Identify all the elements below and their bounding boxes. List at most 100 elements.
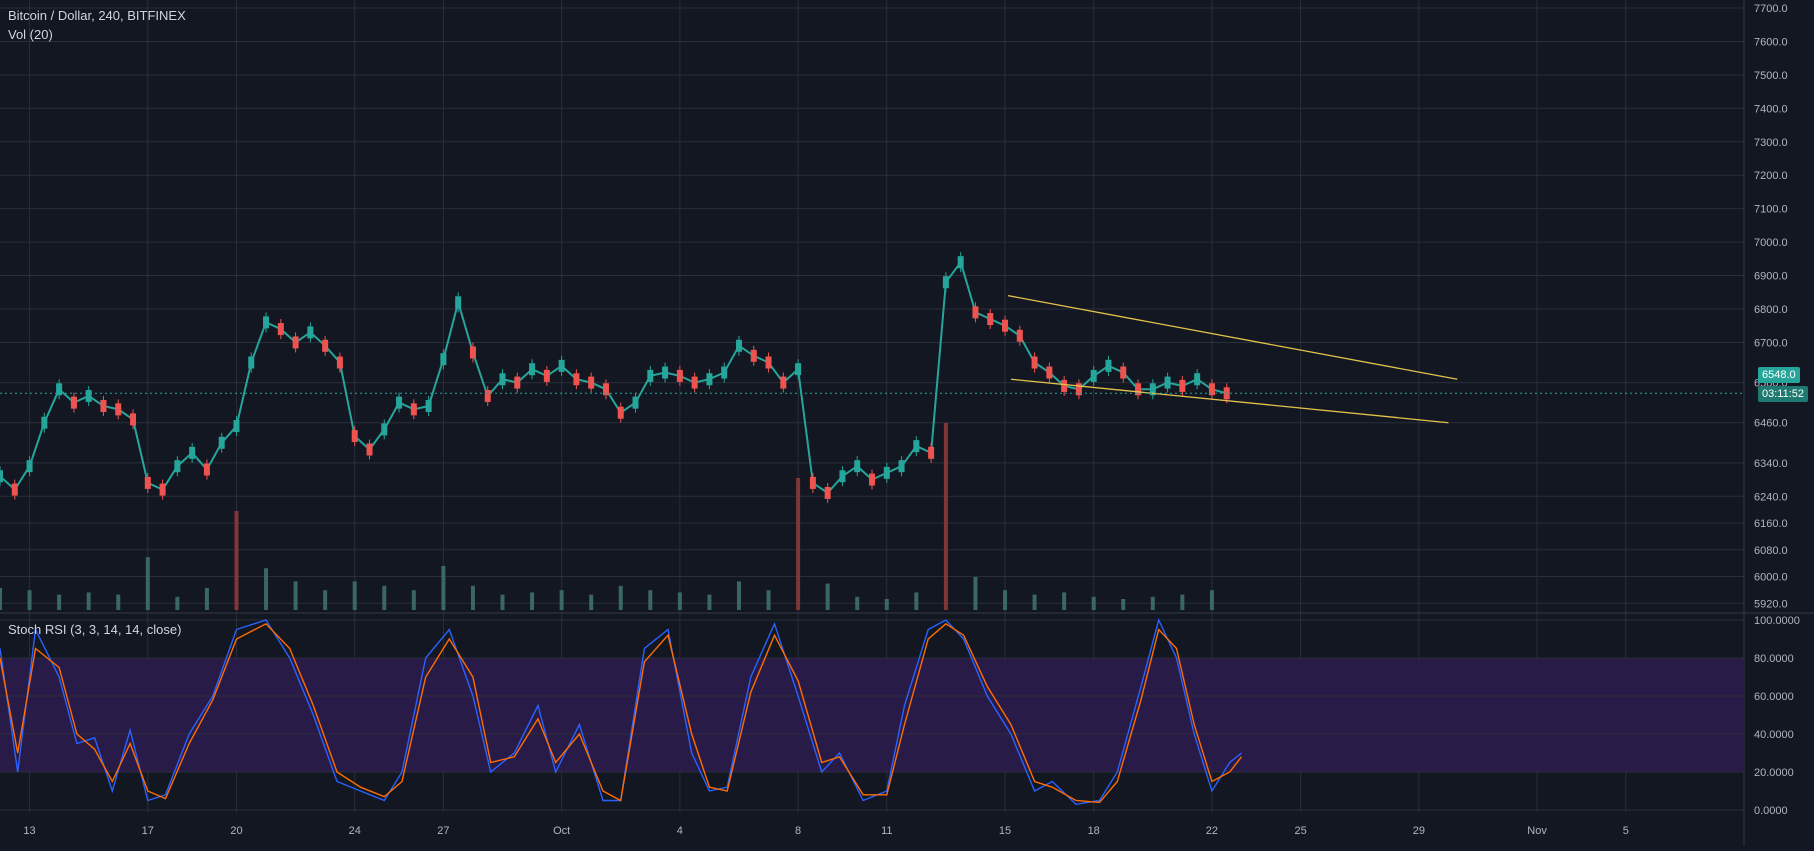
stoch-tick-label: 80.0000 bbox=[1754, 653, 1794, 665]
volume-bar bbox=[1150, 596, 1155, 610]
price-tick-label: 5920.0 bbox=[1754, 598, 1788, 610]
date-tick-label: Nov bbox=[1527, 825, 1547, 837]
trendline-lower bbox=[1010, 378, 1449, 424]
candle-body bbox=[1149, 383, 1156, 396]
candle-body bbox=[1120, 366, 1127, 379]
volume-bar bbox=[677, 592, 682, 610]
candle-body bbox=[351, 430, 358, 443]
countdown-badge: 03:11:52 bbox=[1758, 386, 1809, 402]
volume-bar bbox=[736, 581, 741, 610]
candle-body bbox=[632, 396, 639, 409]
volume-bar bbox=[204, 588, 209, 610]
candle-body bbox=[1135, 383, 1142, 396]
price-tick-label: 6700.0 bbox=[1754, 337, 1788, 349]
volume-bar bbox=[559, 590, 564, 610]
volume-bar bbox=[589, 594, 594, 610]
candle-body bbox=[189, 446, 196, 459]
volume-bar bbox=[116, 594, 121, 610]
price-tick-label: 7000.0 bbox=[1754, 237, 1788, 249]
price-tick-label: 7600.0 bbox=[1754, 36, 1788, 48]
candle-body bbox=[750, 349, 757, 362]
candle-body bbox=[1179, 379, 1186, 392]
price-tick-label: 7400.0 bbox=[1754, 103, 1788, 115]
stoch-rsi-title: Stoch RSI (3, 3, 14, 14, close) bbox=[8, 622, 182, 637]
volume-bar bbox=[145, 557, 150, 610]
candle-body bbox=[484, 389, 491, 402]
price-tick-label: 6800.0 bbox=[1754, 304, 1788, 316]
candle-body bbox=[529, 363, 536, 376]
volume-bar bbox=[264, 568, 269, 610]
volume-bar bbox=[293, 581, 298, 610]
candle-body bbox=[218, 436, 225, 449]
candle-body bbox=[662, 366, 669, 379]
candle-body bbox=[854, 460, 861, 473]
candle-body bbox=[499, 373, 506, 386]
candle-body bbox=[41, 416, 48, 429]
candle-body bbox=[588, 376, 595, 389]
candle-body bbox=[898, 460, 905, 473]
date-tick-label: 17 bbox=[142, 825, 154, 837]
candle-body bbox=[928, 446, 935, 459]
candle-body bbox=[11, 483, 18, 496]
candle-body bbox=[410, 403, 417, 416]
candle-body bbox=[765, 356, 772, 369]
candle-body bbox=[292, 336, 299, 349]
volume-bar bbox=[1180, 594, 1185, 610]
candle-body bbox=[248, 356, 255, 369]
price-tick-label: 6000.0 bbox=[1754, 572, 1788, 584]
date-tick-label: 27 bbox=[437, 825, 449, 837]
chart-title: Bitcoin / Dollar, 240, BITFINEX bbox=[8, 8, 186, 23]
candle-body bbox=[1075, 383, 1082, 396]
volume-bar bbox=[500, 594, 505, 610]
stoch-series-k bbox=[0, 617, 1242, 806]
date-tick-label: Oct bbox=[553, 825, 570, 837]
price-tick-label: 6080.0 bbox=[1754, 545, 1788, 557]
volume-bar bbox=[825, 583, 830, 610]
candle-body bbox=[366, 443, 373, 456]
volume-bar bbox=[1003, 590, 1008, 610]
volume-bar bbox=[1091, 596, 1096, 610]
stoch-tick-label: 20.0000 bbox=[1754, 767, 1794, 779]
last-price-badge: 6548.0 bbox=[1758, 367, 1800, 383]
stoch-tick-label: 40.0000 bbox=[1754, 729, 1794, 741]
date-tick-label: 24 bbox=[349, 825, 361, 837]
date-tick-label: 18 bbox=[1088, 825, 1100, 837]
candle-body bbox=[1105, 359, 1112, 372]
candle-body bbox=[455, 296, 462, 309]
candle-body bbox=[115, 403, 122, 416]
candle-body bbox=[809, 476, 816, 489]
volume-bar bbox=[411, 590, 416, 610]
candle-body bbox=[942, 276, 949, 289]
candle-body bbox=[735, 339, 742, 352]
price-tick-label: 6900.0 bbox=[1754, 271, 1788, 283]
date-tick-label: 20 bbox=[230, 825, 242, 837]
candle-body bbox=[514, 376, 521, 389]
volume-bar bbox=[323, 590, 328, 610]
candle-body bbox=[0, 470, 3, 483]
price-tick-label: 7700.0 bbox=[1754, 3, 1788, 15]
volume-bar bbox=[1209, 590, 1214, 610]
candle-body bbox=[1002, 319, 1009, 332]
candle-body bbox=[70, 396, 77, 409]
candle-body bbox=[839, 470, 846, 483]
candle-body bbox=[691, 376, 698, 389]
candle-body bbox=[26, 460, 33, 473]
price-tick-label: 6340.0 bbox=[1754, 458, 1788, 470]
stoch-tick-label: 0.0000 bbox=[1754, 805, 1788, 817]
candle-body bbox=[100, 399, 107, 412]
candle-body bbox=[1046, 366, 1053, 379]
candle-body bbox=[130, 413, 137, 426]
price-tick-label: 6460.0 bbox=[1754, 418, 1788, 430]
volume-bar bbox=[27, 590, 32, 610]
candle-body bbox=[795, 363, 802, 376]
candle-body bbox=[307, 326, 314, 339]
candle-body bbox=[676, 369, 683, 382]
candle-body bbox=[543, 369, 550, 382]
candle-body bbox=[336, 356, 343, 369]
volume-bar bbox=[707, 594, 712, 610]
candle-body bbox=[972, 306, 979, 319]
candle-body bbox=[558, 359, 565, 372]
candle-body bbox=[469, 346, 476, 359]
volume-bar bbox=[648, 590, 653, 610]
